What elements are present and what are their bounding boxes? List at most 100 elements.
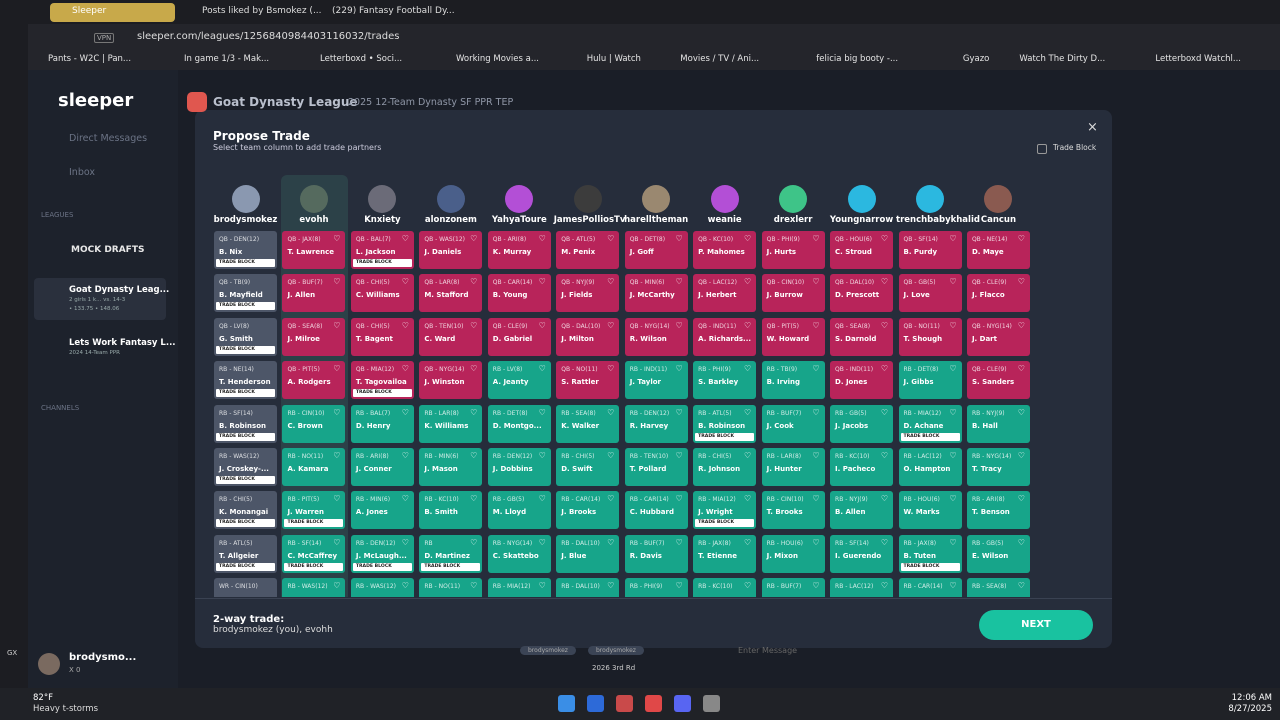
heart-icon[interactable]: ♡ bbox=[538, 494, 546, 504]
browser-tab[interactable]: Sleeper bbox=[50, 3, 175, 22]
heart-icon[interactable]: ♡ bbox=[470, 494, 478, 504]
heart-icon[interactable]: ♡ bbox=[743, 451, 752, 460]
player-card[interactable]: RB - JAX(8) ♡ B. Tuten TRADE BLOCK bbox=[898, 534, 962, 573]
bookmark[interactable]: Gyazo bbox=[962, 54, 990, 64]
player-card[interactable]: RB - NE(14) T. Henderson TRADE BLOCK bbox=[214, 361, 277, 400]
team-avatar[interactable] bbox=[436, 185, 465, 213]
player-card[interactable]: QB - CLE(9) ♡ J. Flacco bbox=[966, 274, 1030, 313]
next-label[interactable]: NEXT bbox=[1021, 619, 1051, 630]
heart-icon[interactable]: ♡ bbox=[470, 537, 478, 547]
player-card[interactable]: RB - DEN(12) ♡ J. Dobbins bbox=[487, 448, 551, 486]
player-card[interactable]: QB - SEA(8) ♡ S. Darnold bbox=[830, 317, 894, 356]
team-avatar[interactable] bbox=[368, 185, 397, 213]
player-card[interactable]: RB - BAL(7) ♡ D. Henry bbox=[350, 404, 414, 443]
heart-icon[interactable]: ♡ bbox=[1017, 277, 1025, 287]
heart-icon[interactable]: ♡ bbox=[675, 320, 683, 330]
heart-icon[interactable]: ♡ bbox=[538, 581, 546, 591]
heart-icon[interactable]: ♡ bbox=[333, 320, 341, 330]
heart-icon[interactable]: ♡ bbox=[675, 364, 683, 374]
heart-icon[interactable]: ♡ bbox=[607, 364, 615, 374]
player-card[interactable]: RB - GB(5) ♡ M. Lloyd bbox=[487, 491, 551, 530]
heart-icon[interactable]: ♡ bbox=[812, 537, 820, 547]
player-card[interactable]: RB - DEN(12) ♡ J. McLaugh... TRADE BLOCK bbox=[350, 534, 414, 573]
player-card[interactable]: QB - NE(14) ♡ D. Maye bbox=[966, 231, 1030, 269]
team-name[interactable]: evohh bbox=[299, 215, 329, 225]
player-card[interactable]: RB - ARI(8) ♡ T. Benson bbox=[966, 491, 1030, 530]
heart-icon[interactable]: ♡ bbox=[333, 451, 341, 460]
browser-tab[interactable]: (229) Fantasy Football Dy... bbox=[310, 3, 455, 22]
heart-icon[interactable]: ♡ bbox=[812, 320, 820, 330]
player-card[interactable]: QB - GB(5) ♡ J. Love bbox=[898, 274, 962, 313]
heart-icon[interactable]: ♡ bbox=[470, 407, 478, 417]
player-card[interactable]: QB - LAC(12) ♡ J. Herbert bbox=[693, 274, 757, 313]
bookmark[interactable]: Letterboxd • Soci... bbox=[320, 54, 403, 64]
team-avatar[interactable] bbox=[299, 185, 328, 213]
bookmark[interactable]: Pants - W2C | Pan... bbox=[48, 54, 132, 64]
team-avatar[interactable] bbox=[573, 185, 602, 213]
player-card[interactable]: RB - TEN(10) ♡ T. Pollard bbox=[624, 448, 688, 486]
player-card[interactable]: RB - CHI(5) ♡ R. Johnson bbox=[693, 448, 757, 486]
team-avatar[interactable] bbox=[984, 185, 1013, 213]
bookmark[interactable]: Letterboxd Watchl... bbox=[1155, 54, 1241, 64]
heart-icon[interactable]: ♡ bbox=[949, 537, 957, 547]
player-card[interactable]: RB - DEN(12) ♡ R. Harvey bbox=[624, 404, 688, 443]
heart-icon[interactable]: ♡ bbox=[675, 451, 683, 460]
heart-icon[interactable]: ♡ bbox=[1017, 320, 1025, 330]
player-card[interactable]: QB - CHI(5) ♡ C. Williams bbox=[350, 274, 414, 313]
nav-inbox[interactable]: Inbox bbox=[69, 167, 95, 178]
player-card[interactable]: QB - LAR(8) ♡ M. Stafford bbox=[419, 274, 483, 313]
player-card[interactable]: RB - CIN(10) ♡ T. Brooks bbox=[761, 491, 825, 530]
heart-icon[interactable]: ♡ bbox=[470, 364, 478, 374]
player-card[interactable]: RB - CHI(5) ♡ D. Swift bbox=[556, 448, 620, 486]
heart-icon[interactable]: ♡ bbox=[743, 581, 752, 591]
player-card[interactable]: RB - DET(8) ♡ D. Montgo... bbox=[487, 404, 551, 443]
heart-icon[interactable]: ♡ bbox=[949, 451, 957, 460]
heart-icon[interactable]: ♡ bbox=[949, 494, 957, 504]
heart-icon[interactable]: ♡ bbox=[607, 494, 615, 504]
player-card[interactable]: RB - WAS(12) ♡ bbox=[350, 578, 414, 597]
heart-icon[interactable]: ♡ bbox=[538, 234, 546, 243]
checkbox[interactable] bbox=[1037, 144, 1047, 154]
heart-icon[interactable]: ♡ bbox=[538, 451, 546, 460]
heart-icon[interactable]: ♡ bbox=[812, 364, 820, 374]
heart-icon[interactable]: ♡ bbox=[1017, 234, 1025, 243]
player-card[interactable]: QB - MIA(12) ♡ T. Tagovailoa TRADE BLOCK bbox=[350, 361, 414, 400]
heart-icon[interactable]: ♡ bbox=[1017, 407, 1025, 417]
league-active[interactable] bbox=[34, 278, 166, 320]
player-card[interactable]: RB - MIA(12) ♡ bbox=[487, 578, 551, 597]
player-card[interactable]: RB - KC(10) ♡ bbox=[693, 578, 757, 597]
player-card[interactable]: QB - CLE(9) ♡ S. Sanders bbox=[966, 361, 1030, 400]
player-card[interactable]: RB - KC(10) ♡ B. Smith bbox=[419, 491, 483, 530]
player-card[interactable]: RB - CAR(14) ♡ bbox=[898, 578, 962, 597]
team-avatar[interactable] bbox=[231, 185, 260, 213]
team-name[interactable]: trenchbabykhalid bbox=[896, 215, 980, 225]
player-card[interactable]: RB - BUF(7) ♡ bbox=[761, 578, 825, 597]
player-card[interactable]: QB - NYG(14) ♡ J. Dart bbox=[966, 317, 1030, 356]
taskbar-app[interactable] bbox=[645, 695, 662, 712]
player-card[interactable]: QB - JAX(8) ♡ T. Lawrence bbox=[282, 231, 346, 269]
player-card[interactable]: RB - NO(11) ♡ A. Kamara bbox=[282, 448, 346, 486]
heart-icon[interactable]: ♡ bbox=[880, 277, 889, 287]
player-card[interactable]: RB - NYG(14) ♡ T. Tracy bbox=[966, 448, 1030, 486]
heart-icon[interactable]: ♡ bbox=[880, 234, 889, 243]
heart-icon[interactable]: ♡ bbox=[675, 581, 683, 591]
team-name[interactable]: YahyaToure bbox=[491, 215, 547, 225]
bookmark[interactable]: Watch The Dirty D... bbox=[1019, 54, 1106, 64]
player-card[interactable]: QB - HOU(6) ♡ C. Stroud bbox=[830, 231, 894, 269]
player-card[interactable]: RB - DET(8) ♡ J. Gibbs bbox=[898, 361, 962, 400]
player-card[interactable]: QB - CAR(14) ♡ B. Young bbox=[487, 274, 551, 313]
player-card[interactable]: WR - CIN(10) bbox=[214, 578, 277, 597]
heart-icon[interactable]: ♡ bbox=[333, 234, 341, 243]
heart-icon[interactable]: ♡ bbox=[607, 320, 615, 330]
heart-icon[interactable]: ♡ bbox=[1017, 364, 1025, 374]
player-card[interactable]: RB - ATL(5) ♡ B. Robinson TRADE BLOCK bbox=[693, 404, 757, 443]
heart-icon[interactable]: ♡ bbox=[538, 364, 546, 374]
player-card[interactable]: RB - DAL(10) ♡ J. Blue bbox=[556, 534, 620, 573]
player-card[interactable]: QB - TB(9) B. Mayfield TRADE BLOCK bbox=[214, 274, 277, 313]
heart-icon[interactable]: ♡ bbox=[401, 277, 409, 287]
team-avatar[interactable] bbox=[642, 185, 671, 213]
player-card[interactable]: QB - ARI(8) ♡ K. Murray bbox=[487, 231, 551, 269]
player-card[interactable]: RB - NYG(14) ♡ C. Skattebo bbox=[487, 534, 551, 573]
player-card[interactable]: QB - NYG(14) ♡ J. Winston bbox=[419, 361, 483, 400]
player-card[interactable]: QB - TEN(10) ♡ C. Ward bbox=[419, 317, 483, 356]
